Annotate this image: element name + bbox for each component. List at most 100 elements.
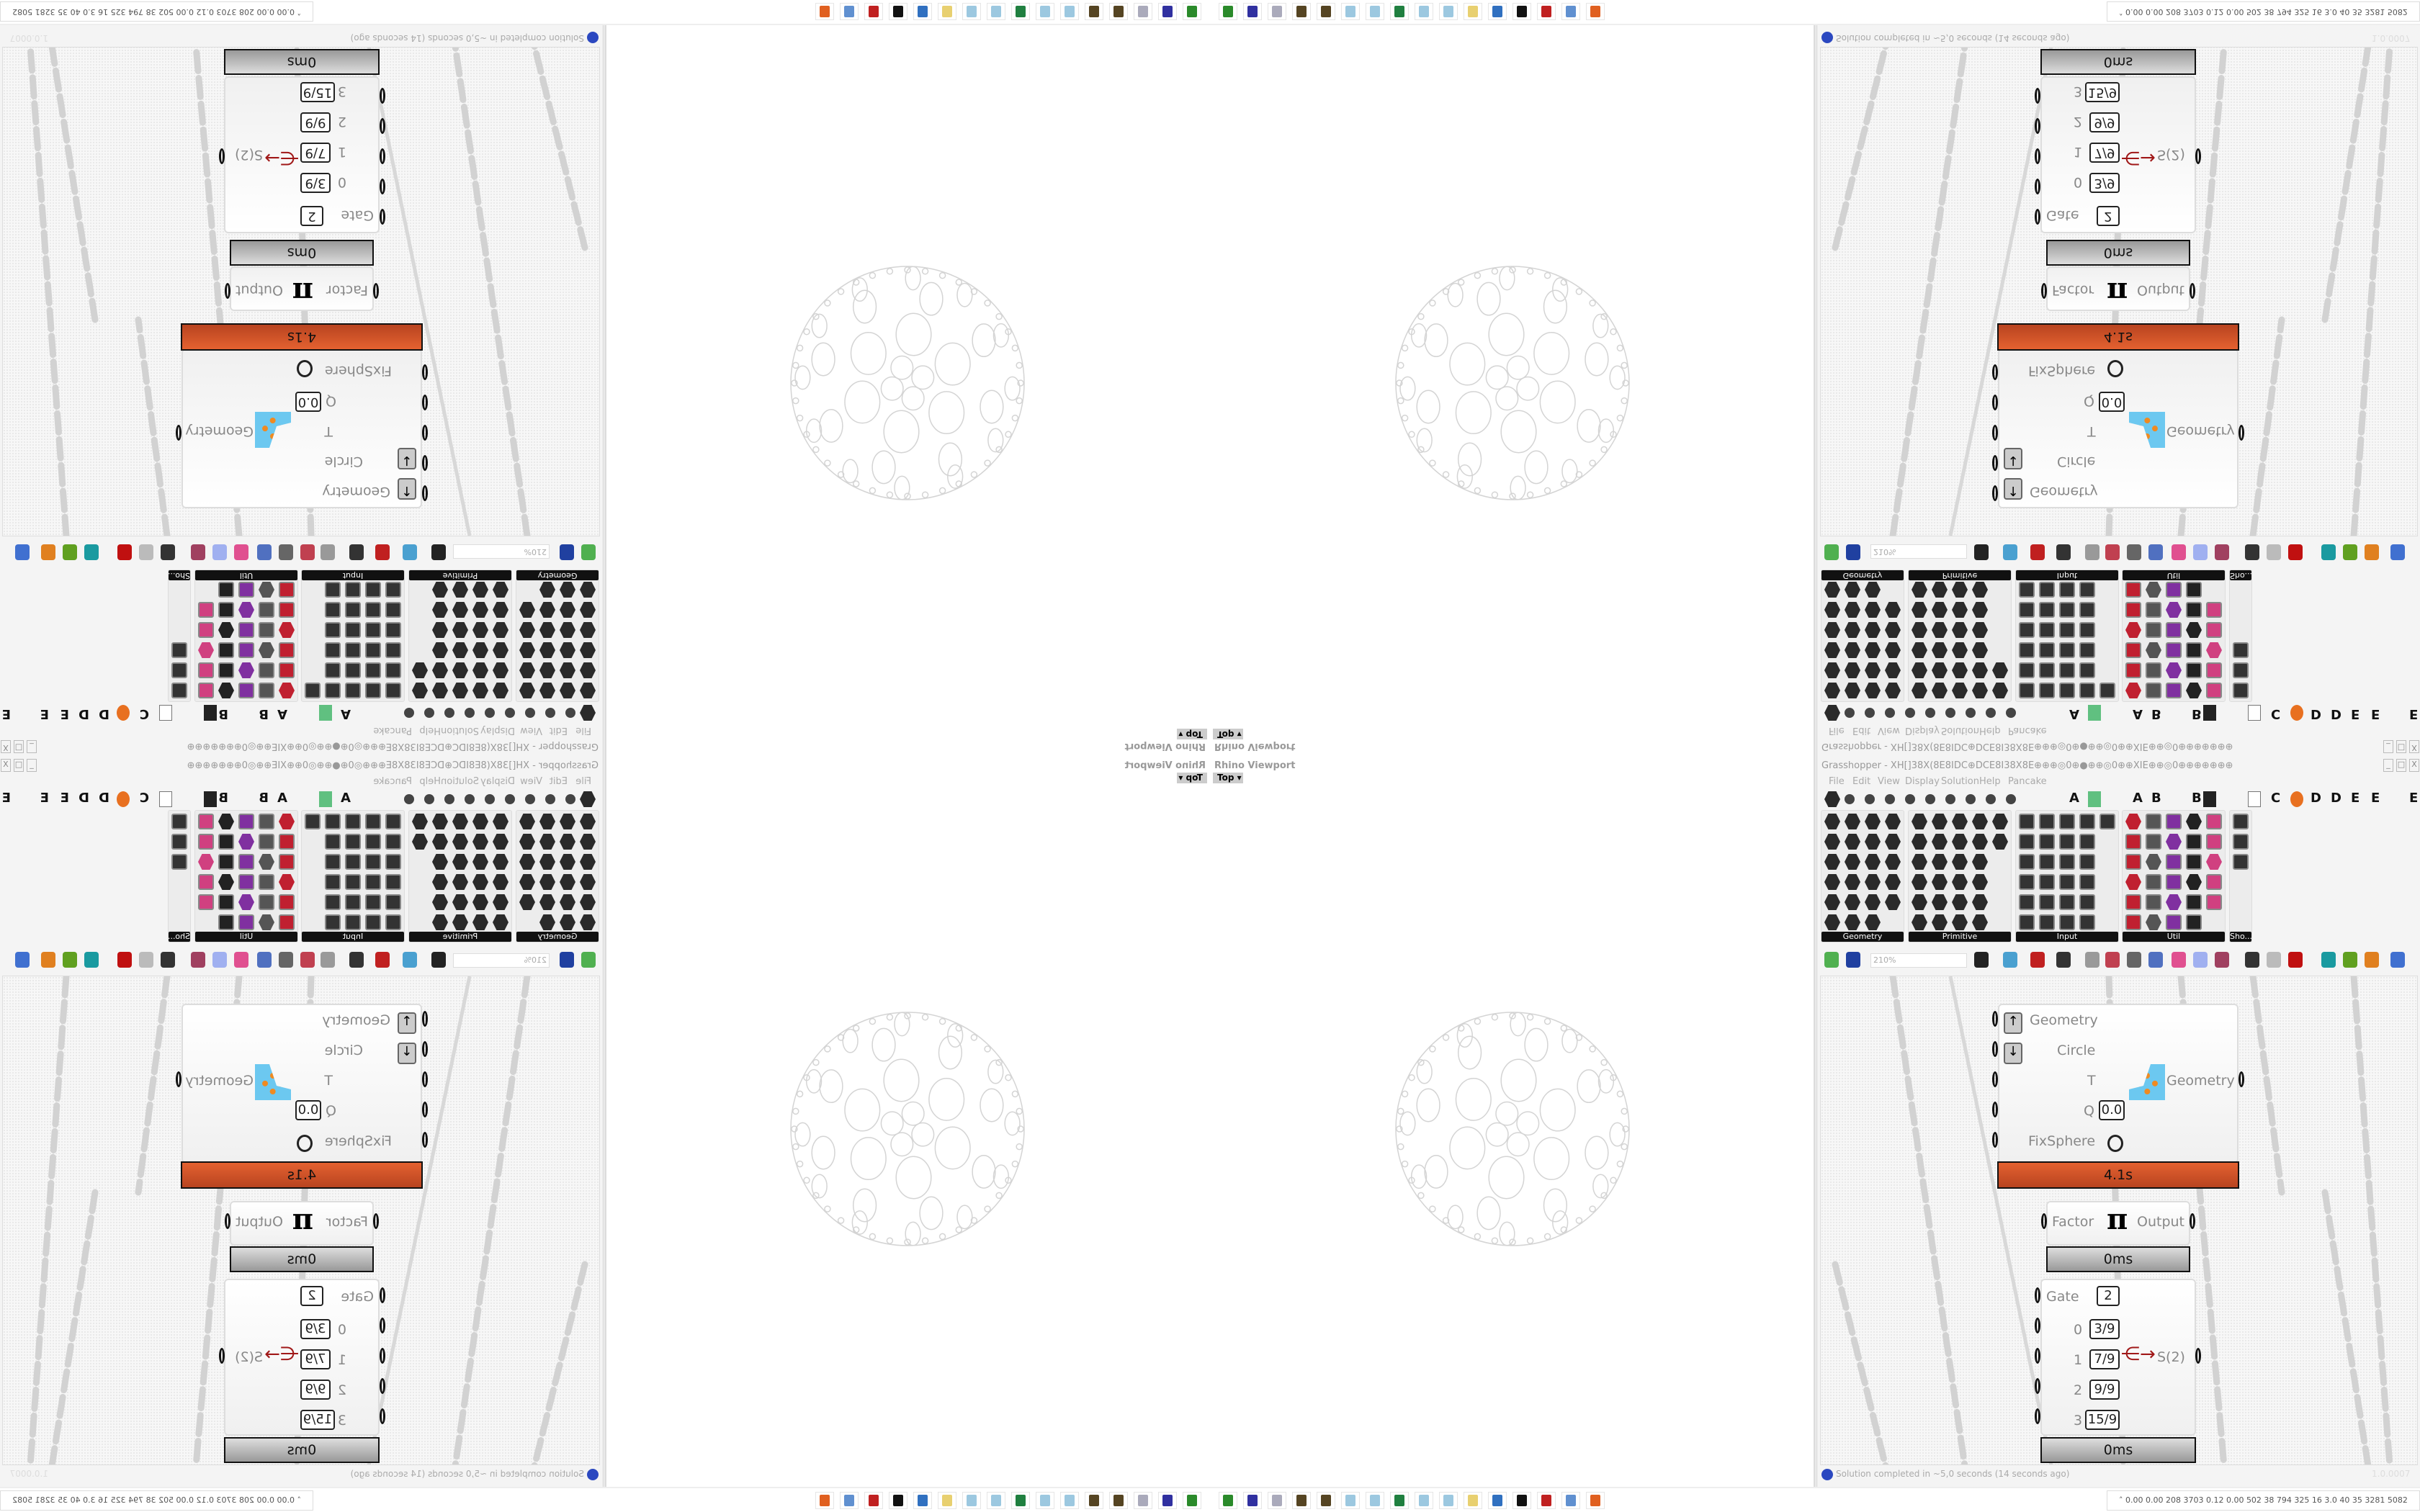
tab-letter[interactable]: D: [99, 791, 109, 806]
tab-letter[interactable]: D: [79, 706, 89, 721]
tab-letter[interactable]: C: [2271, 791, 2281, 806]
surface-icon[interactable]: [2321, 544, 2336, 560]
component-icon[interactable]: [2166, 874, 2182, 890]
taskbar-app-icon[interactable]: [1488, 1492, 1507, 1509]
close-button[interactable]: X: [1, 740, 11, 753]
component-icon[interactable]: [560, 683, 575, 698]
tab-icon[interactable]: [485, 708, 495, 718]
taskbar-app-icon[interactable]: [1158, 1492, 1177, 1509]
component-icon[interactable]: [259, 602, 274, 618]
component-icon[interactable]: [560, 914, 575, 930]
component-icon[interactable]: [2059, 814, 2075, 829]
tab-letter[interactable]: A: [277, 791, 287, 806]
tab-letter[interactable]: B: [259, 706, 269, 721]
component-icon[interactable]: [2079, 642, 2095, 658]
component-icon[interactable]: [345, 814, 361, 829]
component-icon[interactable]: [1885, 874, 1901, 890]
component-icon[interactable]: [2186, 834, 2202, 850]
component-icon[interactable]: [345, 914, 361, 930]
panel-icon[interactable]: [279, 952, 293, 968]
render-icon[interactable]: [117, 952, 132, 968]
param-grip[interactable]: [380, 209, 385, 225]
taskbar-app-icon[interactable]: [1390, 1492, 1409, 1509]
component-icon[interactable]: [2019, 814, 2035, 829]
tab-icon[interactable]: [2248, 791, 2261, 807]
component-icon[interactable]: [325, 814, 341, 829]
component-icon[interactable]: [365, 683, 381, 698]
render-icon[interactable]: [117, 544, 132, 560]
taskbar-app-icon[interactable]: [1317, 3, 1335, 20]
taskbar-app-icon[interactable]: [962, 3, 981, 20]
gate-input-value[interactable]: 9/9: [300, 1380, 331, 1400]
component-icon[interactable]: [580, 914, 596, 930]
save-icon[interactable]: [560, 952, 574, 968]
tab-icon[interactable]: [424, 708, 434, 718]
new-file-icon[interactable]: [581, 952, 596, 968]
taskbar-app-icon[interactable]: [1464, 3, 1482, 20]
taskbar-app-icon[interactable]: [1292, 1492, 1311, 1509]
component-icon[interactable]: [2039, 814, 2055, 829]
tab-icon[interactable]: [1865, 794, 1875, 804]
panel-label[interactable]: Input: [302, 570, 404, 580]
panel-label[interactable]: Sho...: [168, 570, 190, 580]
tab-icon[interactable]: [444, 708, 454, 718]
param-grip[interactable]: [1992, 1132, 1998, 1148]
component-icon[interactable]: [2059, 914, 2075, 930]
menu-solution[interactable]: Solution: [441, 725, 479, 736]
component-icon[interactable]: [279, 834, 295, 850]
zoom-extents-icon[interactable]: [1974, 544, 1989, 560]
component-icon[interactable]: [493, 582, 508, 598]
component-icon[interactable]: [365, 814, 381, 829]
menu-edit[interactable]: Edit: [549, 725, 568, 736]
component-icon[interactable]: [238, 602, 254, 618]
menu-help[interactable]: Help: [419, 776, 441, 787]
component-icon[interactable]: [259, 683, 274, 698]
search-icon[interactable]: [257, 952, 272, 968]
component-icon[interactable]: [2079, 854, 2095, 870]
param-grip[interactable]: [380, 1318, 385, 1333]
component-icon[interactable]: [198, 602, 214, 618]
component-icon[interactable]: [2125, 894, 2141, 910]
close-button[interactable]: X: [1, 759, 11, 772]
tab-icon[interactable]: [525, 708, 535, 718]
panel-label[interactable]: Sho...: [2230, 570, 2252, 580]
menu-help[interactable]: Help: [1979, 725, 2001, 736]
component-icon[interactable]: [519, 874, 535, 890]
component-icon[interactable]: [365, 622, 381, 638]
component-icon[interactable]: [259, 582, 274, 598]
component-icon[interactable]: [493, 834, 508, 850]
component-icon[interactable]: [519, 834, 535, 850]
taskbar-app-icon[interactable]: [864, 3, 883, 20]
sketch-icon[interactable]: [375, 544, 390, 560]
rhino-viewport[interactable]: [1210, 25, 1814, 727]
component-icon[interactable]: [171, 683, 187, 698]
tab-icon[interactable]: [2290, 705, 2303, 721]
component-icon[interactable]: [1824, 602, 1840, 618]
component-icon[interactable]: [2186, 602, 2202, 618]
param-grip[interactable]: [2035, 1378, 2040, 1394]
taskbar-app-icon[interactable]: [1036, 1492, 1054, 1509]
arrow-up-icon[interactable]: ↑: [2004, 1012, 2022, 1034]
component-icon[interactable]: [452, 814, 468, 829]
component-icon[interactable]: [580, 662, 596, 678]
component-icon[interactable]: [2039, 834, 2055, 850]
param-grip[interactable]: [2035, 148, 2040, 164]
component-icon[interactable]: [1912, 854, 1927, 870]
component-icon[interactable]: [1952, 582, 1968, 598]
component-icon[interactable]: [2206, 662, 2222, 678]
component-icon[interactable]: [580, 622, 596, 638]
param-grip[interactable]: [422, 1132, 428, 1148]
component-icon[interactable]: [2039, 622, 2055, 638]
component-icon[interactable]: [493, 814, 508, 829]
shaded-icon[interactable]: [161, 544, 175, 560]
component-icon[interactable]: [432, 914, 448, 930]
menu-pancake[interactable]: Pancake: [373, 776, 412, 787]
component-icon[interactable]: [385, 662, 401, 678]
fixsphere-toggle[interactable]: [2107, 1135, 2123, 1152]
gate-input-value[interactable]: 7/9: [2089, 1349, 2120, 1369]
component-icon[interactable]: [325, 894, 341, 910]
taskbar-app-icon[interactable]: [1537, 3, 1556, 20]
component-icon[interactable]: [539, 874, 555, 890]
component-icon[interactable]: [1972, 854, 1988, 870]
tab-icon[interactable]: [319, 791, 332, 807]
